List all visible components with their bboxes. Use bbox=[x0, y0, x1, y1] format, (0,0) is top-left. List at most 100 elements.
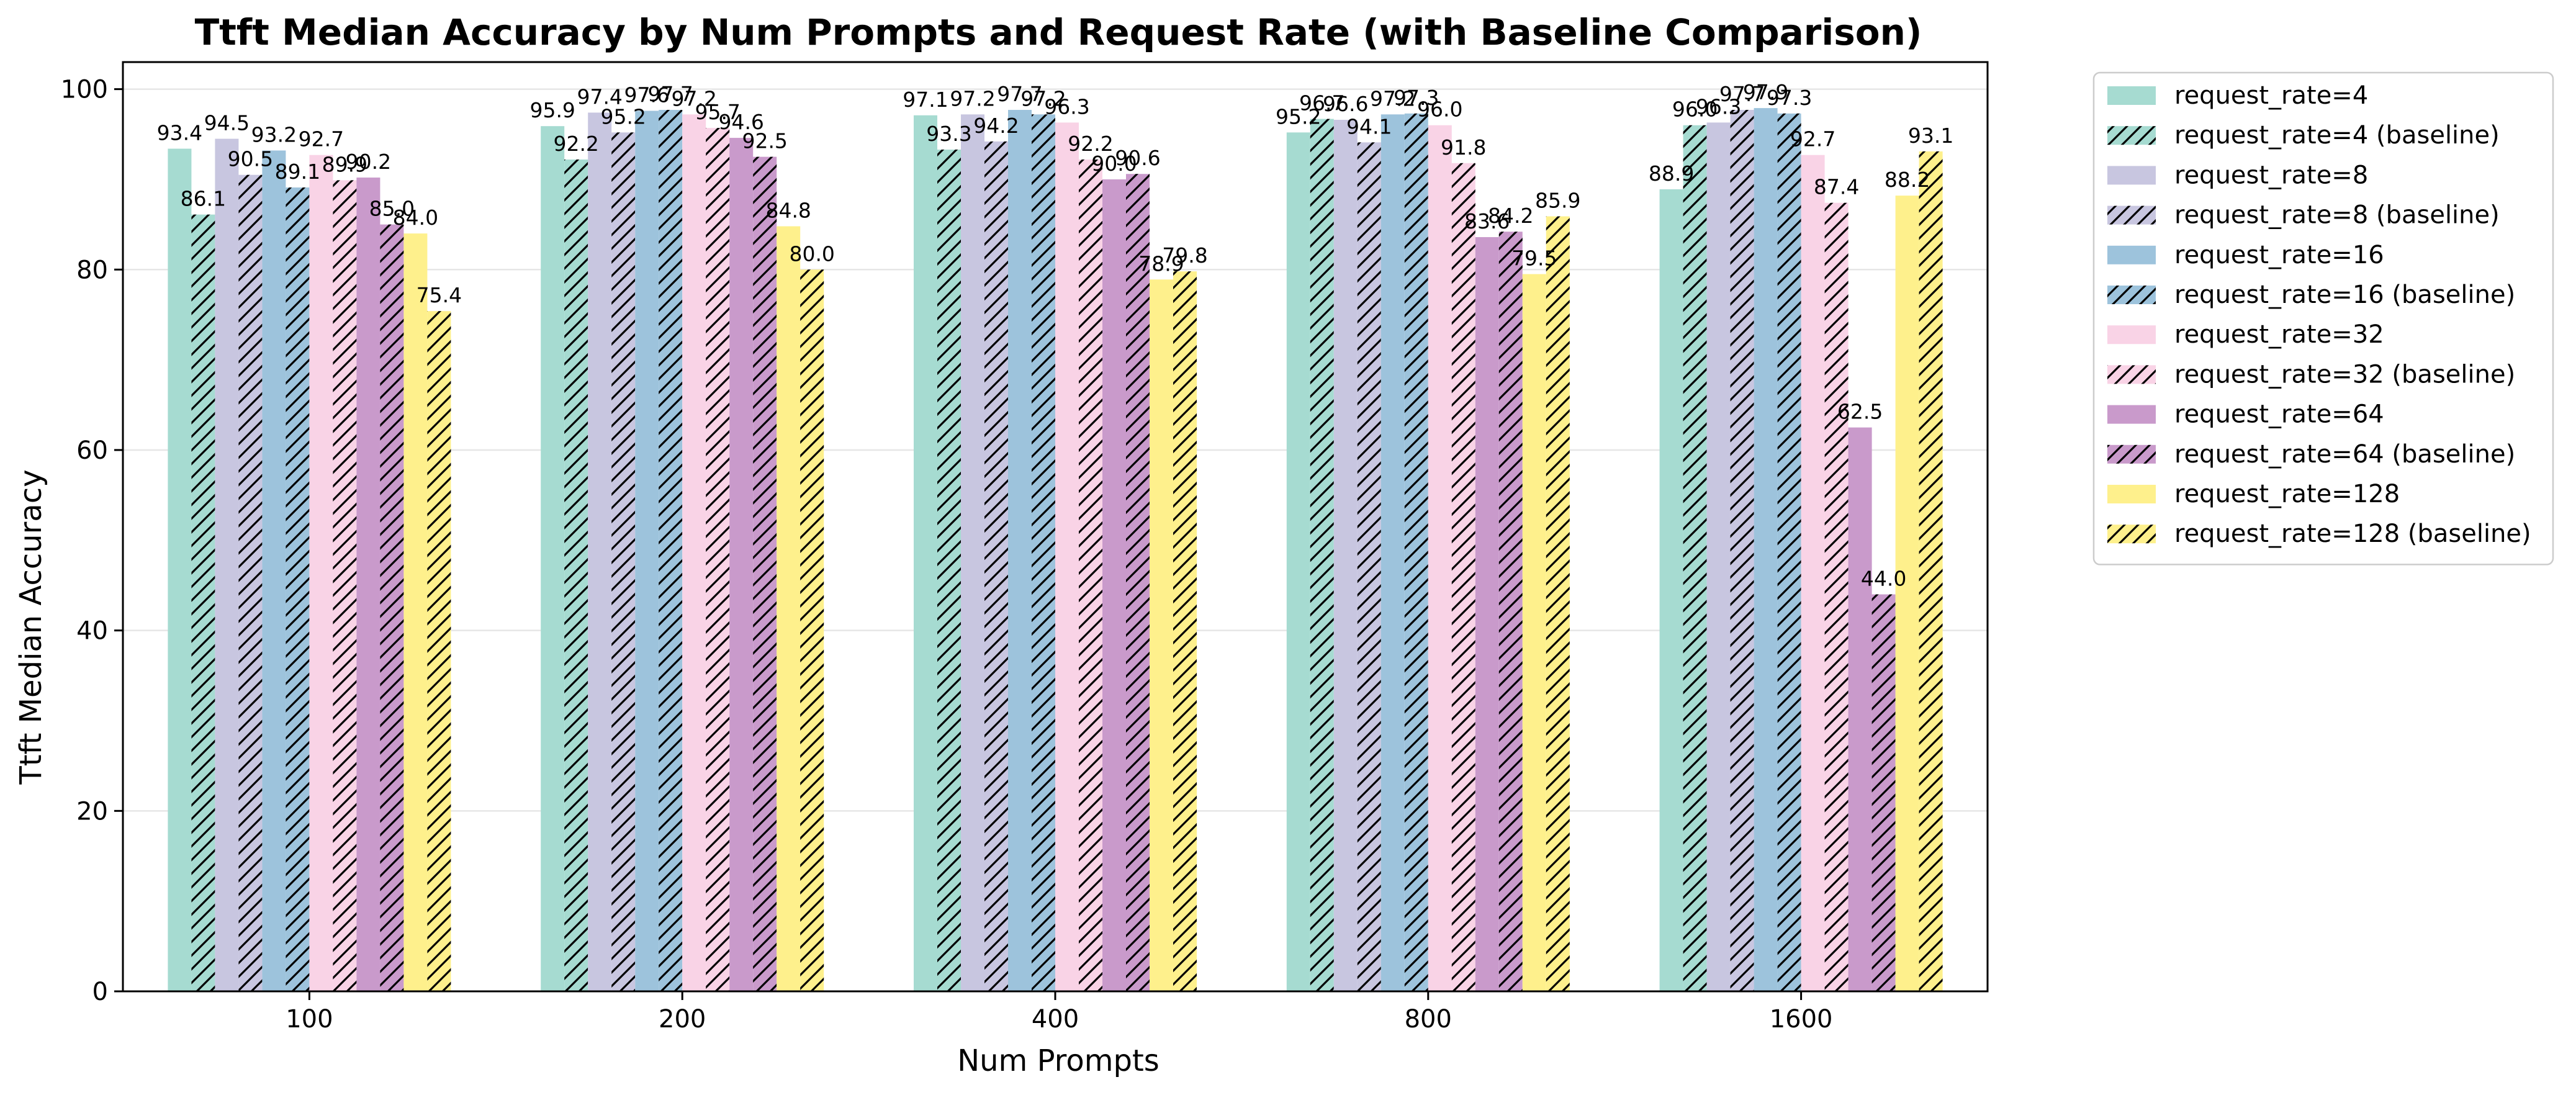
data-label: 93.3 bbox=[926, 122, 971, 146]
bar-fill bbox=[1522, 274, 1546, 991]
data-label: 89.1 bbox=[275, 160, 320, 184]
bar-hatch bbox=[753, 156, 777, 991]
bar-hatch bbox=[1404, 113, 1428, 991]
legend-item: request_rate=32 bbox=[2107, 320, 2384, 349]
bar-fill bbox=[1895, 196, 1919, 991]
data-label: 94.2 bbox=[973, 114, 1019, 138]
bar-hatch bbox=[1310, 119, 1334, 991]
data-label: 97.4 bbox=[577, 84, 622, 109]
bar bbox=[1706, 122, 1731, 991]
data-label: 75.4 bbox=[417, 283, 462, 307]
data-label: 96.3 bbox=[1044, 94, 1089, 119]
data-label: 97.2 bbox=[1020, 86, 1066, 110]
bar-fill bbox=[309, 155, 333, 992]
bar bbox=[238, 174, 263, 991]
bar-fill bbox=[356, 178, 381, 992]
bar bbox=[403, 233, 428, 991]
bar-hatch bbox=[1451, 163, 1475, 992]
bar bbox=[1055, 122, 1079, 991]
bar-hatch bbox=[1173, 271, 1197, 991]
bar bbox=[1173, 271, 1197, 991]
data-label: 86.1 bbox=[181, 187, 226, 211]
bar-fill bbox=[588, 112, 612, 992]
y-tick-label: 60 bbox=[76, 436, 108, 465]
bar-fill bbox=[403, 233, 428, 991]
data-label: 90.0 bbox=[1091, 151, 1137, 176]
bar-hatch bbox=[659, 110, 683, 992]
bar bbox=[914, 115, 937, 991]
bar bbox=[706, 128, 730, 992]
data-label: 91.8 bbox=[1441, 135, 1486, 160]
bar bbox=[1801, 155, 1825, 992]
bar bbox=[588, 112, 612, 992]
bar bbox=[1102, 179, 1126, 991]
legend-item: request_rate=16 bbox=[2107, 241, 2384, 269]
data-label: 97.2 bbox=[671, 86, 716, 110]
data-label: 85.9 bbox=[1535, 189, 1580, 213]
data-label: 97.2 bbox=[950, 86, 995, 110]
bar bbox=[215, 138, 239, 992]
legend-swatch bbox=[2107, 325, 2156, 345]
data-label: 84.2 bbox=[1488, 204, 1533, 228]
y-axis-label: Ttft Median Accuracy bbox=[14, 469, 48, 785]
bar-hatch bbox=[611, 132, 636, 992]
bar bbox=[1333, 120, 1358, 992]
data-label: 84.8 bbox=[765, 199, 811, 223]
bar-fill bbox=[635, 110, 659, 991]
bar bbox=[1310, 119, 1334, 991]
data-label: 90.6 bbox=[1115, 146, 1160, 170]
data-label: 85.0 bbox=[369, 197, 415, 221]
bar bbox=[262, 150, 286, 992]
legend-swatch-hatch bbox=[2107, 365, 2156, 384]
data-label: 90.5 bbox=[228, 147, 273, 171]
y-tick-label: 40 bbox=[76, 617, 108, 646]
bar-fill bbox=[961, 114, 984, 991]
x-tick-label: 1600 bbox=[1770, 1005, 1833, 1034]
bar-hatch bbox=[1777, 113, 1801, 991]
data-label: 95.7 bbox=[695, 100, 740, 124]
y-tick-label: 100 bbox=[61, 76, 108, 104]
data-label: 97.7 bbox=[647, 82, 693, 106]
data-label: 92.7 bbox=[299, 127, 344, 151]
legend-label: request_rate=32 bbox=[2174, 320, 2384, 349]
bar-hatch bbox=[564, 159, 588, 991]
data-label: 84.0 bbox=[393, 205, 438, 230]
legend-label: request_rate=4 (baseline) bbox=[2174, 121, 2500, 150]
bar bbox=[1008, 110, 1032, 992]
bar bbox=[1659, 189, 1683, 991]
x-tick-label: 100 bbox=[286, 1005, 333, 1034]
legend-item: request_rate=64 (baseline) bbox=[2107, 440, 2515, 469]
legend-frame bbox=[2092, 71, 2554, 566]
bar bbox=[1357, 142, 1381, 992]
data-label: 90.2 bbox=[346, 150, 391, 174]
data-label: 83.6 bbox=[1464, 209, 1510, 233]
bar-hatch bbox=[191, 214, 215, 991]
bar-hatch bbox=[1498, 232, 1523, 992]
legend-label: request_rate=16 bbox=[2174, 241, 2384, 269]
data-label: 97.1 bbox=[903, 88, 948, 112]
chart-title: Ttft Median Accuracy by Num Prompts and … bbox=[195, 11, 1922, 53]
legend-item: request_rate=8 (baseline) bbox=[2107, 201, 2500, 230]
bar-hatch bbox=[1126, 174, 1150, 992]
data-labels: 93.486.194.590.593.289.192.789.990.285.0… bbox=[157, 80, 1954, 590]
bar bbox=[1286, 132, 1310, 992]
bar bbox=[753, 156, 777, 991]
bar bbox=[1683, 125, 1707, 991]
data-label: 95.9 bbox=[529, 98, 575, 122]
bar bbox=[984, 141, 1008, 991]
bar bbox=[1730, 110, 1754, 992]
bar-hatch bbox=[1032, 114, 1055, 991]
bar bbox=[1919, 151, 1943, 991]
data-label: 95.2 bbox=[1276, 104, 1321, 128]
bar bbox=[729, 138, 754, 991]
bar bbox=[1032, 114, 1055, 991]
y-tick-label: 20 bbox=[76, 797, 108, 826]
legend-label: request_rate=4 bbox=[2174, 81, 2368, 110]
bar bbox=[1428, 125, 1452, 991]
bar-fill bbox=[1055, 122, 1079, 991]
bar bbox=[380, 224, 404, 991]
data-label: 96.3 bbox=[1696, 94, 1741, 119]
legend-label: request_rate=32 (baseline) bbox=[2174, 360, 2515, 389]
bar bbox=[1150, 279, 1173, 991]
data-label: 79.8 bbox=[1162, 243, 1207, 268]
